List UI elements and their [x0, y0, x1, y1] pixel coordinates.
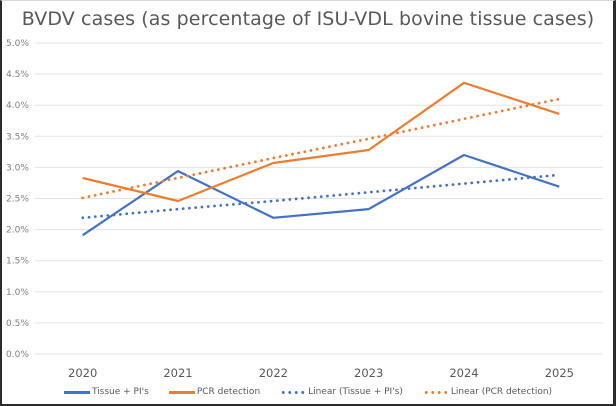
y-tick-label: 2.5% — [6, 195, 29, 205]
legend-swatch-tissue — [63, 390, 90, 394]
chart-title: BVDV cases (as percentage of ISU-VDL bov… — [21, 8, 595, 30]
y-tick-label: 4.0% — [6, 101, 29, 111]
y-tick-label: 1.5% — [6, 257, 29, 267]
legend-swatch-linear-pcr — [422, 390, 449, 394]
y-tick-label: 1.0% — [6, 288, 29, 298]
legend-label-pcr: PCR detection — [196, 387, 261, 397]
y-tick-label: 0.5% — [6, 319, 29, 329]
legend-item-tissue: Tissue + PI's — [63, 387, 149, 397]
legend-label-tissue: Tissue + PI's — [91, 387, 149, 397]
legend-item-linear-pcr: Linear (PCR detection) — [422, 387, 553, 397]
y-tick-label: 0.0% — [6, 350, 29, 360]
y-tick-label: 3.0% — [6, 163, 29, 173]
x-tick-label: 2024 — [449, 366, 478, 380]
y-tick-label: 2.0% — [6, 226, 29, 236]
x-tick-label: 2023 — [354, 366, 383, 380]
legend: Tissue + PI's PCR detection Linear (Tiss… — [0, 387, 616, 397]
y-tick-label: 5.0% — [6, 39, 29, 49]
legend-label-linear-pcr: Linear (PCR detection) — [450, 387, 553, 397]
x-tick-label: 2022 — [259, 366, 288, 380]
y-tick-label: 4.5% — [6, 70, 29, 80]
y-tick-label: 3.5% — [6, 132, 29, 142]
x-tick-label: 2021 — [163, 366, 192, 380]
legend-item-linear-tissue: Linear (Tissue + PI's) — [280, 387, 403, 397]
legend-swatch-pcr — [168, 390, 195, 394]
legend-item-pcr: PCR detection — [168, 387, 261, 397]
series-line-3 — [81, 97, 561, 200]
x-tick-label: 2025 — [545, 366, 574, 380]
series-line-2 — [81, 173, 561, 220]
x-tick-label: 2020 — [68, 366, 97, 380]
series-line-1 — [82, 81, 560, 203]
legend-swatch-linear-tissue — [280, 390, 307, 394]
legend-label-linear-tissue: Linear (Tissue + PI's) — [308, 387, 403, 397]
